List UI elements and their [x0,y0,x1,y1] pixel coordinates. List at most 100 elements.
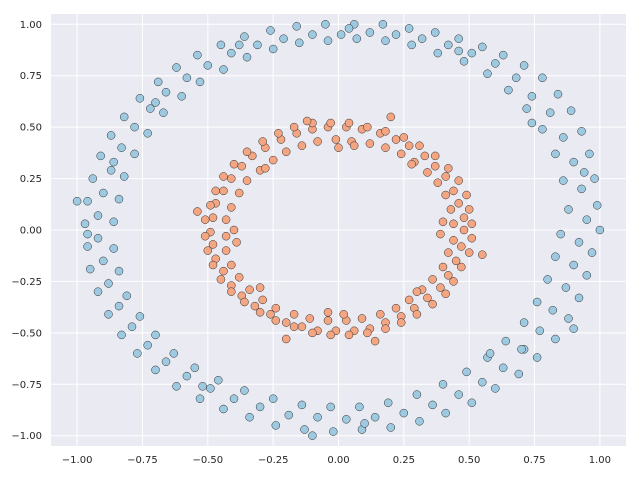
data-point [357,314,367,323]
x-tick-label: 0.50 [458,455,480,466]
x-tick-label: 1.00 [589,455,611,466]
data-point [195,77,205,87]
data-point [559,176,568,185]
data-point [517,345,526,354]
x-tick-label: 0.75 [523,455,545,466]
data-point [551,252,560,261]
data-point [444,271,453,280]
data-point [467,233,477,243]
data-point [250,301,260,311]
data-point [208,213,218,222]
data-point [200,215,210,224]
data-point [404,295,414,305]
data-point [117,330,126,340]
data-point [268,44,278,54]
data-point [355,402,364,412]
data-point [227,260,236,270]
data-point [449,186,458,196]
data-point [383,398,393,408]
data-point [592,201,602,210]
data-point [381,127,390,136]
data-point [386,423,396,432]
data-point [441,172,450,181]
data-point [538,124,547,134]
data-point [240,32,249,41]
data-point [219,186,228,196]
data-point [208,260,218,270]
data-point [451,256,461,266]
data-point [417,34,427,43]
data-point [415,417,424,426]
data-point [326,402,335,412]
data-point [292,22,301,31]
data-point [423,293,432,303]
data-point [271,316,281,325]
data-point [436,229,445,239]
data-point [321,20,330,29]
data-point [449,277,458,286]
data-point [237,161,247,171]
data-point [93,233,103,243]
data-point [313,137,322,146]
data-point [381,324,390,333]
data-point [146,104,155,113]
data-point [522,104,531,113]
data-point [438,262,448,272]
data-point [378,20,388,29]
data-point [396,318,406,327]
data-point [441,408,450,418]
data-point [564,314,573,323]
data-point [585,149,594,159]
data-point [454,390,463,399]
data-point [543,275,552,284]
data-point [532,353,542,362]
y-tick-label: 0.75 [20,71,42,82]
y-tick-label: −0.50 [11,328,42,339]
data-point [438,380,448,389]
data-point [281,147,291,157]
x-tick-label: 0.00 [327,455,349,466]
data-point [527,92,537,101]
data-point [498,363,508,373]
data-point [363,122,372,132]
data-point [430,161,440,171]
data-point [590,174,599,183]
data-point [268,394,278,403]
data-point [407,40,416,50]
data-point [459,57,469,66]
x-tick-label: −0.50 [192,455,223,466]
data-point [96,151,105,161]
data-point [203,246,213,255]
x-tick-label: −1.00 [62,455,93,466]
data-point [127,322,137,331]
data-point [255,308,265,317]
data-point [449,236,458,245]
data-point [229,394,239,403]
data-point [83,196,92,206]
series-0 [72,20,605,440]
data-point [240,297,249,307]
data-point [457,242,466,251]
data-point [232,238,241,247]
data-point [399,133,409,142]
data-point [386,112,396,122]
x-axis-tick-labels: −1.00 −0.75 −0.50 −0.25 0.00 0.25 0.50 0.75 1.00 [62,455,611,466]
data-point [169,349,179,358]
data-point [99,188,108,198]
data-point [430,28,440,37]
data-point [279,34,288,43]
data-point [266,26,275,35]
data-point [569,260,578,270]
data-point [323,36,333,45]
data-point [399,408,409,418]
data-point [193,50,202,60]
data-point [274,129,283,138]
data-point [404,24,414,33]
data-point [491,384,500,393]
data-point [130,122,139,132]
data-point [428,299,437,309]
data-point [130,149,139,159]
data-point [182,371,192,381]
data-point [462,367,471,377]
data-point [271,303,281,313]
